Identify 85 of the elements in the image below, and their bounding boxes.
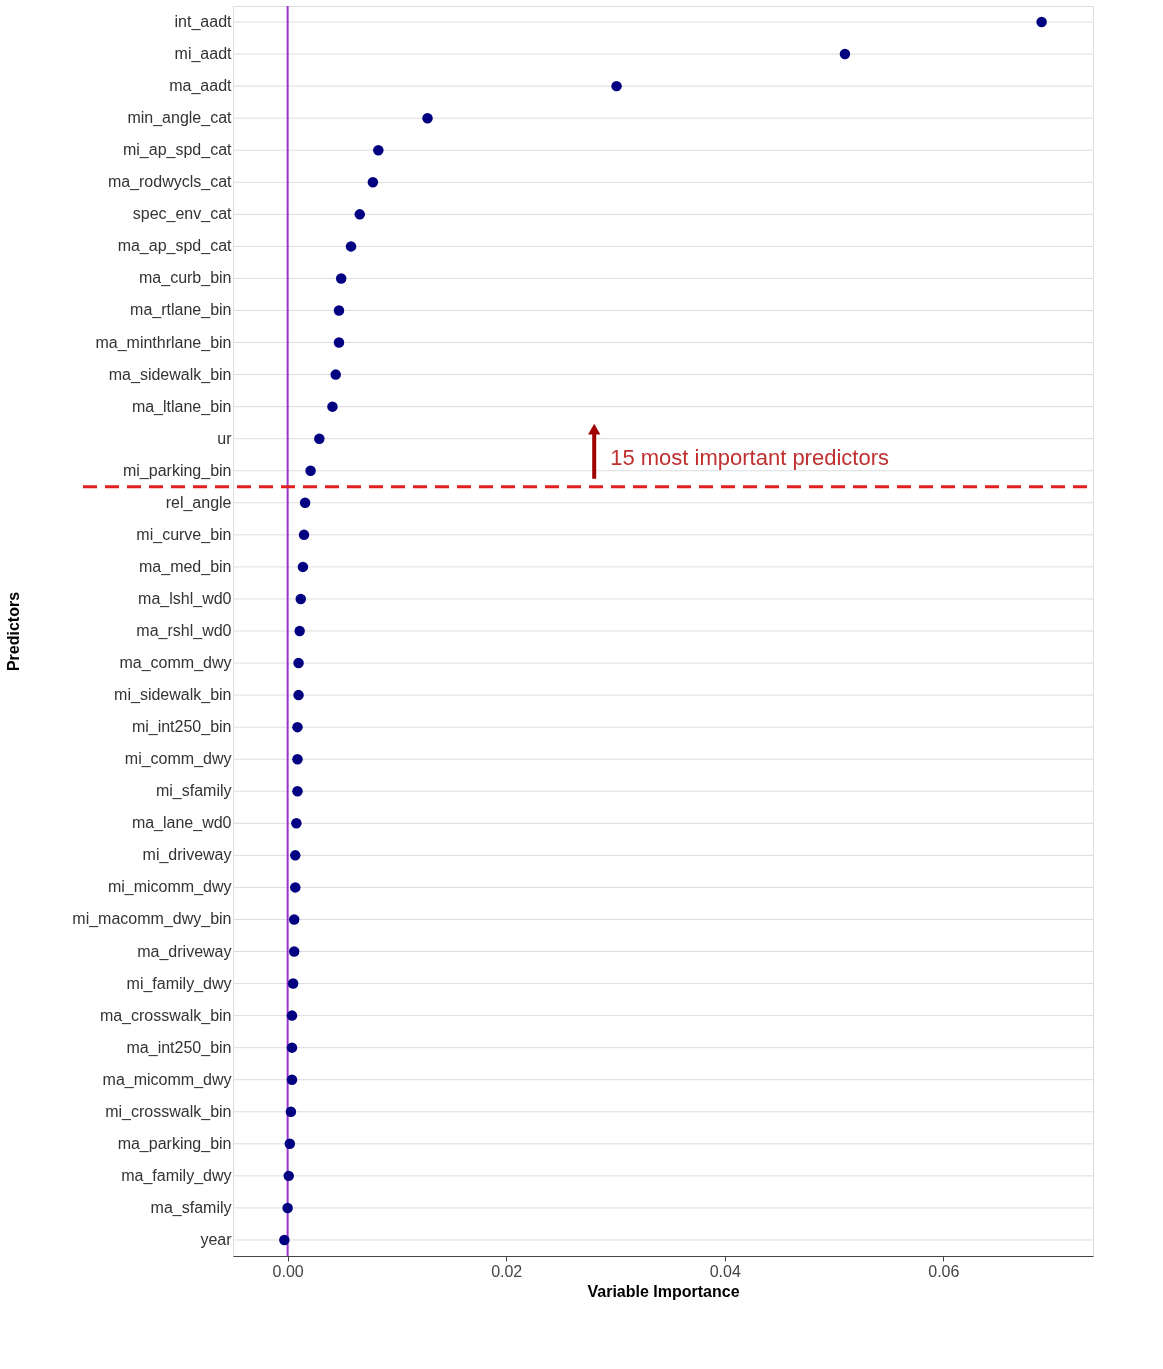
point [333,305,345,316]
point [286,1010,298,1021]
y-tick-label: ma_comm_dwy [119,654,232,673]
point [298,529,310,541]
y-tick-label: ma_crosswalk_bin [99,1006,232,1025]
point [314,433,325,444]
y-tick-label: ma_ltlane_bin [131,397,232,416]
y-tick-label: ma_minthrlane_bin [95,333,232,352]
point [290,850,301,861]
point [333,337,345,348]
y-tick-label: ma_int250_bin [126,1038,232,1057]
point [295,593,306,605]
point [290,882,301,893]
point [284,1138,296,1150]
x-tick-label: 0.04 [709,1262,741,1280]
y-tick-label: mi_curve_bin [136,525,232,544]
y-tick-label: mi_macomm_dwy_bin [72,910,232,929]
y-tick-label: ma_parking_bin [117,1134,232,1153]
y-tick-label: mi_driveway [142,846,232,865]
point [299,497,311,509]
point [330,369,341,380]
y-tick-label: mi_sfamily [155,782,232,801]
y-tick-label: ma_aadt [169,77,233,96]
y-tick-label: ma_curb_bin [139,269,232,288]
point [839,48,851,60]
y-tick-label: ur [217,429,233,447]
y-tick-label: ma_lshl_wd0 [138,589,232,608]
point [286,1074,298,1085]
y-tick-label: ma_rshl_wd0 [136,622,232,640]
point [297,561,309,573]
ref-line-label: 15 most important predictors [610,444,889,470]
y-tick-label: min_angle_cat [127,109,233,128]
y-tick-label: ma_rodwycls_cat [107,173,233,192]
point [288,946,300,957]
y-tick-label: ma_lane_wd0 [131,814,232,833]
point [354,209,365,220]
point [291,818,302,829]
y-tick-label: mi_family_dwy [126,974,232,993]
point [293,689,304,701]
point [288,914,300,925]
x-tick-label: 0.00 [272,1262,304,1280]
point [282,1202,293,1214]
y-tick-label: mi_aadt [174,45,233,64]
point [335,273,347,284]
y-tick-label: ma_micomm_dwy [102,1070,232,1089]
y-tick-label: spec_env_cat [132,205,233,224]
y-tick-label: ma_sidewalk_bin [108,365,232,384]
x-tick-label: 0.06 [928,1262,960,1280]
point [292,721,303,733]
y-tick-label: year [200,1230,233,1248]
y-tick-label: mi_ap_spd_cat [122,141,233,160]
point [279,1234,290,1246]
x-tick-label: 0.02 [491,1262,523,1280]
y-tick-label: ma_med_bin [139,557,232,576]
y-tick-label: int_aadt [174,13,233,32]
point [327,401,338,412]
point [285,1106,297,1117]
point [292,753,303,765]
y-tick-label: ma_sfamily [150,1198,232,1217]
y-tick-label: mi_parking_bin [122,461,232,480]
point [286,1042,298,1053]
y-tick-label: ma_ap_spd_cat [117,237,233,256]
y-tick-label: mi_crosswalk_bin [105,1102,232,1121]
point [373,145,384,156]
y-tick-label: mi_micomm_dwy [107,878,232,897]
point [287,978,299,989]
y-tick-label: ma_driveway [137,942,232,961]
point [422,112,433,124]
y-tick-label: mi_comm_dwy [124,750,232,769]
point [293,657,304,669]
y-tick-label: ma_rtlane_bin [130,301,232,320]
y-tick-label: rel_angle [165,493,232,512]
point [1036,16,1047,28]
y-tick-label: ma_family_dwy [121,1166,232,1185]
point [292,786,303,797]
y-tick-label: mi_int250_bin [131,718,232,737]
point [283,1170,294,1182]
x-axis-title: Variable Importance [587,1282,740,1300]
point [345,241,357,252]
y-tick-label: mi_sidewalk_bin [114,686,232,705]
point [611,80,622,92]
point [305,465,316,476]
point [294,625,305,637]
y-axis-title: Predictors [5,591,23,672]
point [367,177,379,188]
